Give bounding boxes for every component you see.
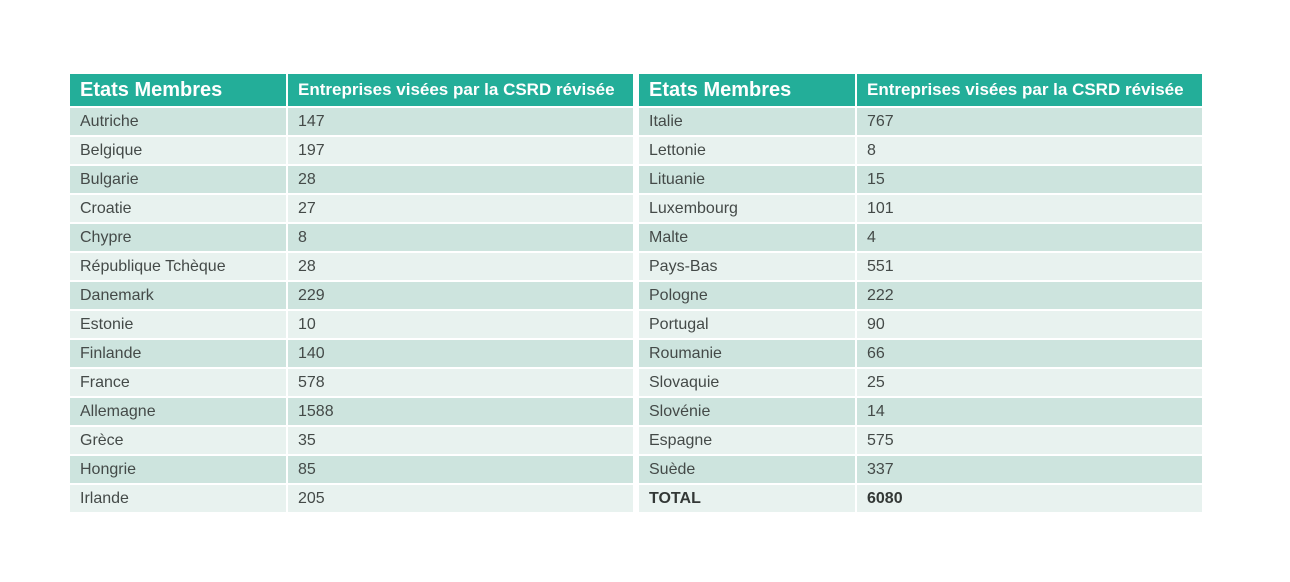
count-cell: 8 — [288, 224, 633, 251]
country-cell: Portugal — [639, 311, 855, 338]
table-row: Hongrie 85 — [70, 456, 633, 483]
country-cell: Pays-Bas — [639, 253, 855, 280]
table-row: Estonie 10 — [70, 311, 633, 338]
count-cell: 10 — [288, 311, 633, 338]
country-cell: Malte — [639, 224, 855, 251]
table-row: République Tchèque 28 — [70, 253, 633, 280]
table-header-row: Etats Membres Entreprises visées par la … — [639, 74, 1202, 106]
table-row: Luxembourg 101 — [639, 195, 1202, 222]
country-cell: Suède — [639, 456, 855, 483]
table-row: Slovaquie 25 — [639, 369, 1202, 396]
count-cell: 551 — [857, 253, 1202, 280]
country-cell: Autriche — [70, 108, 286, 135]
country-cell: Irlande — [70, 485, 286, 512]
count-cell: 8 — [857, 137, 1202, 164]
table-row: Portugal 90 — [639, 311, 1202, 338]
count-cell: 66 — [857, 340, 1202, 367]
total-count: 6080 — [857, 485, 1202, 512]
table-row: Slovénie 14 — [639, 398, 1202, 425]
country-cell: Bulgarie — [70, 166, 286, 193]
table-row: Pologne 222 — [639, 282, 1202, 309]
table-row: Irlande 205 — [70, 485, 633, 512]
country-cell: Lituanie — [639, 166, 855, 193]
country-cell: Grèce — [70, 427, 286, 454]
count-cell: 4 — [857, 224, 1202, 251]
total-label: TOTAL — [639, 485, 855, 512]
count-cell: 205 — [288, 485, 633, 512]
table-header-row: Etats Membres Entreprises visées par la … — [70, 74, 633, 106]
table-row: Allemagne 1588 — [70, 398, 633, 425]
table-right: Etats Membres Entreprises visées par la … — [637, 72, 1204, 514]
header-member-states: Etats Membres — [70, 74, 286, 106]
country-cell: Lettonie — [639, 137, 855, 164]
country-cell: Slovénie — [639, 398, 855, 425]
csrd-tables: Etats Membres Entreprises visées par la … — [70, 74, 1202, 512]
table-row: Belgique 197 — [70, 137, 633, 164]
country-cell: Roumanie — [639, 340, 855, 367]
count-cell: 35 — [288, 427, 633, 454]
header-companies: Entreprises visées par la CSRD révisée — [857, 74, 1202, 106]
count-cell: 229 — [288, 282, 633, 309]
table-row: Lettonie 8 — [639, 137, 1202, 164]
table-row: Malte 4 — [639, 224, 1202, 251]
count-cell: 28 — [288, 166, 633, 193]
count-cell: 222 — [857, 282, 1202, 309]
table-left: Etats Membres Entreprises visées par la … — [68, 72, 635, 514]
table-row: Danemark 229 — [70, 282, 633, 309]
country-cell: Estonie — [70, 311, 286, 338]
count-cell: 15 — [857, 166, 1202, 193]
count-cell: 28 — [288, 253, 633, 280]
table-row: Autriche 147 — [70, 108, 633, 135]
country-cell: Finlande — [70, 340, 286, 367]
count-cell: 85 — [288, 456, 633, 483]
count-cell: 14 — [857, 398, 1202, 425]
country-cell: Allemagne — [70, 398, 286, 425]
country-cell: Belgique — [70, 137, 286, 164]
header-companies: Entreprises visées par la CSRD révisée — [288, 74, 633, 106]
count-cell: 140 — [288, 340, 633, 367]
country-cell: Luxembourg — [639, 195, 855, 222]
total-row: TOTAL 6080 — [639, 485, 1202, 512]
table-row: Bulgarie 28 — [70, 166, 633, 193]
table-row: Italie 767 — [639, 108, 1202, 135]
table-row: Chypre 8 — [70, 224, 633, 251]
count-cell: 197 — [288, 137, 633, 164]
table-row: Grèce 35 — [70, 427, 633, 454]
country-cell: République Tchèque — [70, 253, 286, 280]
count-cell: 101 — [857, 195, 1202, 222]
count-cell: 578 — [288, 369, 633, 396]
country-cell: Slovaquie — [639, 369, 855, 396]
country-cell: Espagne — [639, 427, 855, 454]
count-cell: 90 — [857, 311, 1202, 338]
table-row: Finlande 140 — [70, 340, 633, 367]
count-cell: 337 — [857, 456, 1202, 483]
country-cell: Croatie — [70, 195, 286, 222]
country-cell: Hongrie — [70, 456, 286, 483]
table-row: Suède 337 — [639, 456, 1202, 483]
country-cell: Danemark — [70, 282, 286, 309]
table-row: Espagne 575 — [639, 427, 1202, 454]
count-cell: 1588 — [288, 398, 633, 425]
table-row: Lituanie 15 — [639, 166, 1202, 193]
count-cell: 27 — [288, 195, 633, 222]
country-cell: Chypre — [70, 224, 286, 251]
table-row: France 578 — [70, 369, 633, 396]
count-cell: 767 — [857, 108, 1202, 135]
count-cell: 147 — [288, 108, 633, 135]
count-cell: 25 — [857, 369, 1202, 396]
count-cell: 575 — [857, 427, 1202, 454]
country-cell: Pologne — [639, 282, 855, 309]
table-row: Roumanie 66 — [639, 340, 1202, 367]
table-row: Pays-Bas 551 — [639, 253, 1202, 280]
country-cell: Italie — [639, 108, 855, 135]
country-cell: France — [70, 369, 286, 396]
header-member-states: Etats Membres — [639, 74, 855, 106]
table-row: Croatie 27 — [70, 195, 633, 222]
